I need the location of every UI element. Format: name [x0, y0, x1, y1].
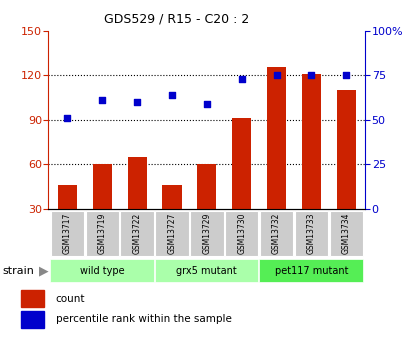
Bar — [51, 211, 84, 256]
Bar — [21, 311, 44, 328]
Bar — [295, 211, 328, 256]
Text: GSM13733: GSM13733 — [307, 213, 316, 255]
Bar — [259, 259, 363, 282]
Bar — [225, 211, 258, 256]
Text: percentile rank within the sample: percentile rank within the sample — [56, 314, 232, 324]
Bar — [58, 185, 77, 209]
Text: GSM13732: GSM13732 — [272, 213, 281, 254]
Bar — [155, 211, 189, 256]
Bar — [232, 118, 251, 209]
Point — [64, 115, 71, 121]
Bar — [21, 290, 44, 307]
Point — [273, 73, 280, 78]
Point — [134, 99, 141, 105]
Text: GSM13730: GSM13730 — [237, 213, 246, 255]
Bar — [155, 259, 258, 282]
Bar — [128, 157, 147, 209]
Point — [99, 98, 106, 103]
Bar — [93, 164, 112, 209]
Text: GSM13727: GSM13727 — [168, 213, 176, 254]
Text: GSM13719: GSM13719 — [98, 213, 107, 254]
Text: pet117 mutant: pet117 mutant — [275, 266, 348, 276]
Text: GSM13717: GSM13717 — [63, 213, 72, 254]
Bar — [190, 211, 223, 256]
Text: GDS529 / R15 - C20 : 2: GDS529 / R15 - C20 : 2 — [104, 12, 249, 25]
Point — [169, 92, 176, 98]
Point — [238, 76, 245, 82]
Bar — [330, 211, 363, 256]
Text: GSM13722: GSM13722 — [133, 213, 142, 254]
Text: GSM13729: GSM13729 — [202, 213, 211, 254]
Text: ▶: ▶ — [39, 264, 49, 277]
Point — [343, 73, 349, 78]
Point — [203, 101, 210, 107]
Point — [308, 73, 315, 78]
Text: wild type: wild type — [80, 266, 125, 276]
Bar — [260, 211, 293, 256]
Bar — [121, 211, 154, 256]
Text: count: count — [56, 294, 85, 304]
Bar — [86, 211, 119, 256]
Text: GSM13734: GSM13734 — [342, 213, 351, 255]
Bar — [50, 259, 154, 282]
Text: grx5 mutant: grx5 mutant — [176, 266, 237, 276]
Bar — [302, 74, 321, 209]
Bar — [197, 164, 216, 209]
Text: strain: strain — [2, 266, 34, 276]
Bar — [267, 67, 286, 209]
Bar — [163, 185, 181, 209]
Bar — [337, 90, 356, 209]
